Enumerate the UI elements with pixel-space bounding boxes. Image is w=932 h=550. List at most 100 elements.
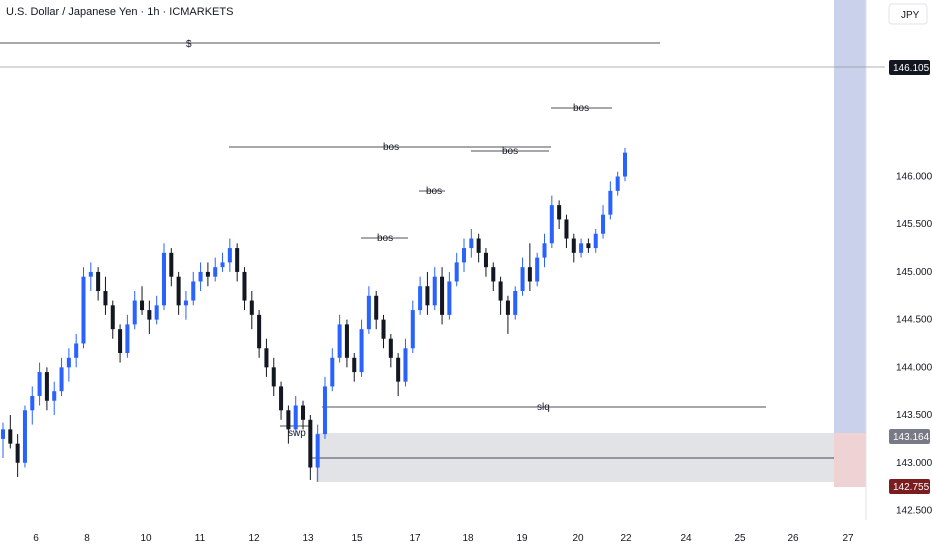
- candle-body: [476, 238, 481, 253]
- candle-body: [454, 262, 459, 282]
- bos-label-5: bos: [573, 103, 589, 114]
- x-tick-label: 18: [462, 533, 474, 544]
- candle-body: [557, 205, 562, 220]
- candle-body: [140, 300, 145, 311]
- bos-label-2: bos: [502, 146, 518, 157]
- candle-body: [608, 190, 613, 215]
- x-tick-label: 27: [842, 533, 854, 544]
- bos-markers: bos bos bos bos bos: [229, 103, 612, 244]
- sell-liquidity-label: slq: [537, 402, 550, 413]
- candle-body: [520, 267, 525, 292]
- candle-body: [579, 243, 584, 253]
- candle-body: [74, 343, 79, 358]
- candle-body: [125, 324, 130, 354]
- candle-body: [0, 429, 6, 439]
- candle-body: [103, 291, 108, 306]
- candle-body: [52, 391, 57, 401]
- candle-body: [227, 248, 232, 263]
- candle-body: [388, 338, 393, 358]
- candle-body: [132, 300, 137, 325]
- candle-body: [213, 267, 218, 277]
- sweep-label: swp: [288, 428, 306, 439]
- candle-body: [169, 252, 174, 277]
- candle-body: [81, 276, 86, 344]
- bos-label-3: bos: [377, 233, 393, 244]
- x-tick-label: 12: [248, 533, 260, 544]
- candle-body: [8, 429, 13, 444]
- candle-body: [88, 271, 93, 277]
- currency-badge[interactable]: [888, 3, 928, 25]
- x-tick-label: 11: [195, 533, 206, 544]
- candle-body: [432, 276, 437, 306]
- candle-body: [220, 262, 225, 268]
- candle-body: [586, 243, 591, 249]
- liquidity-zone: [316, 433, 834, 482]
- x-tick-label: 22: [620, 533, 632, 544]
- y-axis: 146.000 145.500 145.000 144.500 144.000 143.5…: [896, 172, 932, 517]
- candle-body: [498, 281, 503, 301]
- candle-body: [425, 286, 430, 306]
- candle-body: [15, 443, 20, 463]
- y-tick-label: 144.000: [896, 362, 932, 373]
- currency-label: JPY: [901, 10, 920, 21]
- x-tick-label: 15: [351, 533, 363, 544]
- candle-body: [403, 348, 408, 382]
- candle-body: [308, 419, 313, 468]
- candle-body: [176, 276, 181, 306]
- candle-body: [622, 152, 628, 177]
- candle-body: [235, 248, 240, 272]
- candle-body: [271, 367, 276, 387]
- candle-body: [418, 286, 423, 311]
- x-tick-label: 10: [140, 533, 152, 544]
- candle-body: [96, 271, 101, 292]
- candle-body: [242, 271, 247, 301]
- candle-body: [293, 405, 298, 430]
- candle-body: [483, 252, 488, 268]
- candle-body: [30, 395, 35, 411]
- candle-body: [396, 357, 401, 382]
- candle-body: [505, 300, 510, 315]
- candle-body: [154, 305, 159, 320]
- y-tick-label: 146.000: [896, 172, 932, 183]
- candle-body: [183, 300, 188, 306]
- candle-body: [286, 410, 291, 430]
- candle-body: [461, 248, 467, 263]
- candle-body: [337, 324, 342, 358]
- candles: [0, 147, 628, 482]
- candle-body: [66, 357, 71, 368]
- current-price-tag: [889, 60, 930, 75]
- candle-body: [22, 410, 27, 463]
- candle-body: [381, 319, 386, 339]
- candle-body: [549, 205, 554, 244]
- candle-body: [615, 176, 620, 191]
- candle-body: [110, 305, 115, 330]
- candle-body: [301, 405, 306, 420]
- candle-body: [359, 329, 364, 373]
- candle-body: [535, 257, 540, 282]
- candle-body: [527, 267, 532, 282]
- candle-body: [447, 281, 452, 315]
- candle-body: [147, 310, 152, 320]
- loss-zone: [834, 433, 866, 487]
- candle-body: [249, 300, 254, 315]
- candle-body: [491, 267, 496, 282]
- profit-zone: [834, 0, 866, 433]
- liquidity-label: $: [186, 39, 192, 50]
- y-tick-label: 143.000: [896, 458, 932, 469]
- x-tick-label: 13: [302, 533, 314, 544]
- x-tick-label: 19: [516, 533, 528, 544]
- candle-body: [205, 271, 210, 277]
- candle-body: [352, 357, 357, 373]
- candle-body: [344, 324, 349, 358]
- x-tick-label: 25: [734, 533, 746, 544]
- y-tick-label: 144.500: [896, 315, 932, 326]
- candle-body: [37, 372, 42, 396]
- candle-body: [593, 233, 598, 249]
- x-tick-label: 20: [572, 533, 584, 544]
- x-axis: 6 8 10 11 12 13 15 17 18 19 20 22 24 25 26 27: [33, 533, 854, 544]
- candle-body: [330, 357, 335, 387]
- candle-body: [264, 348, 269, 368]
- y-tick-label: 143.500: [896, 410, 932, 421]
